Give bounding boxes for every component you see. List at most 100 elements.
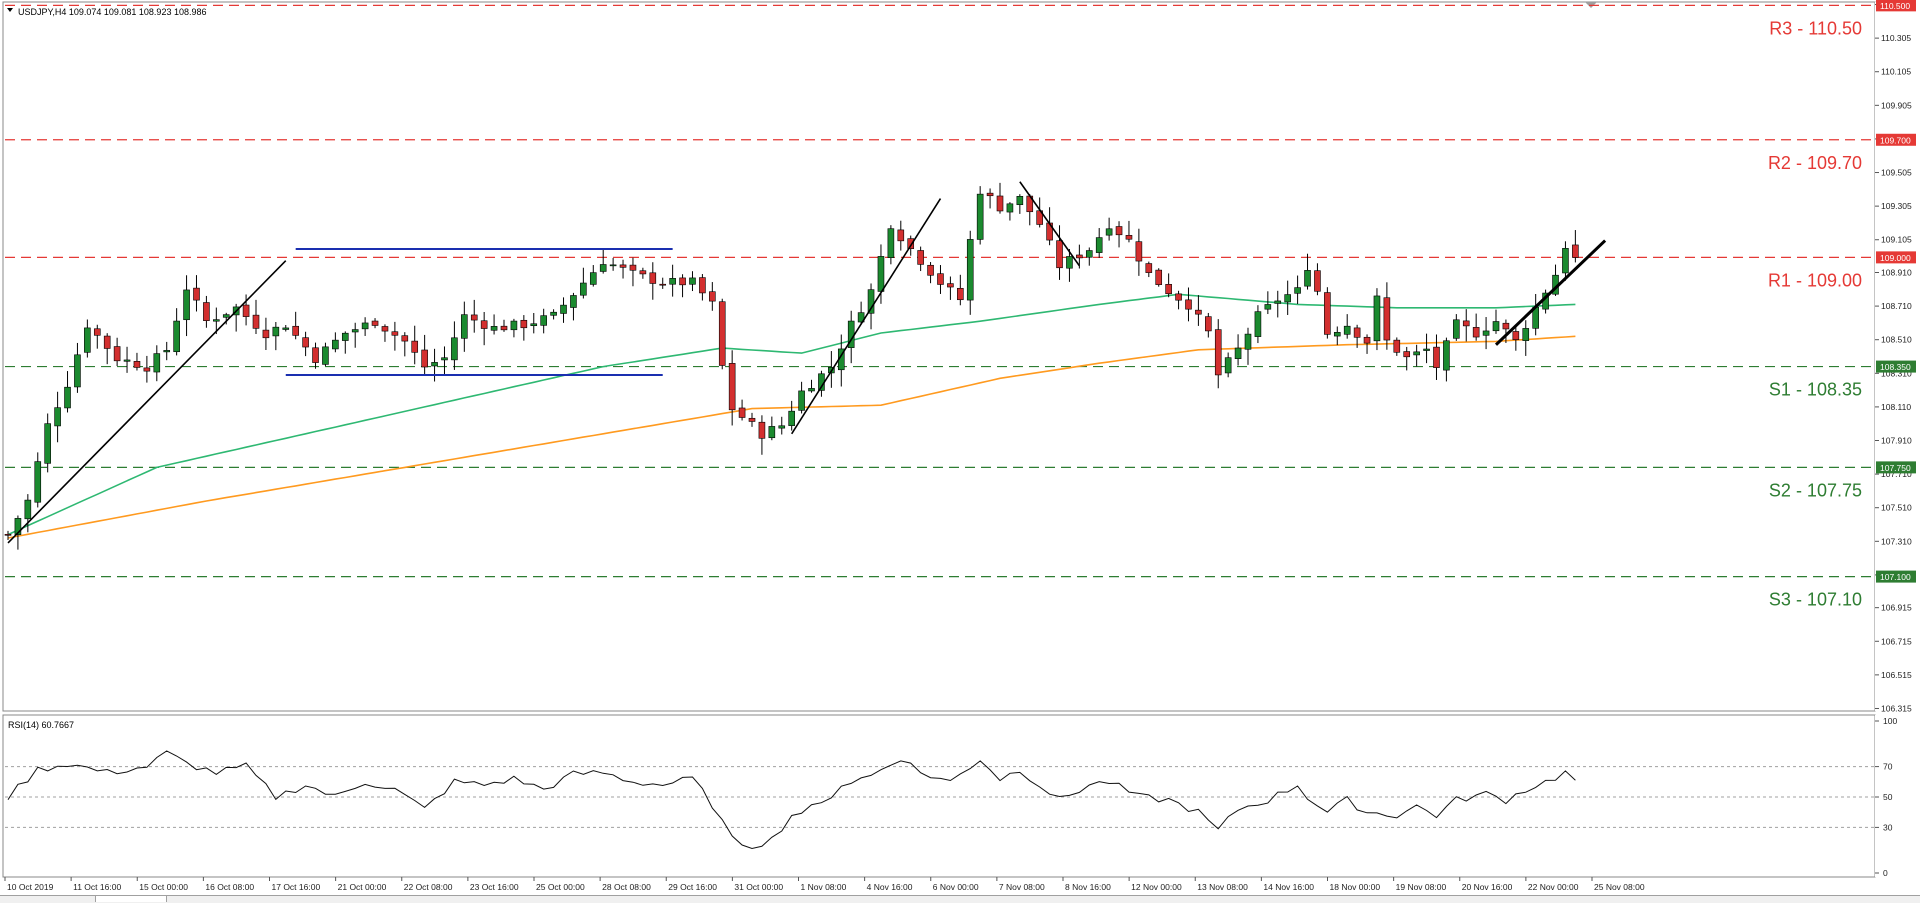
candle-bear xyxy=(1125,235,1133,240)
candle-bear xyxy=(718,301,726,366)
level-label-r2: R2 - 109.70 xyxy=(1768,153,1862,173)
candle-bear xyxy=(937,273,944,285)
candle-bear xyxy=(659,283,667,286)
candle-bear xyxy=(1205,316,1212,332)
price-tag xyxy=(1876,0,1916,12)
candle-bull xyxy=(768,426,776,439)
candle-bull xyxy=(857,312,865,323)
candle-bull xyxy=(183,289,190,321)
candle-bull xyxy=(1343,325,1351,335)
price-tick-label: 108.310 xyxy=(1881,368,1912,378)
price-tick-label: 109.905 xyxy=(1881,100,1912,110)
candle-bear xyxy=(758,421,766,439)
candle-bear xyxy=(649,272,657,284)
time-tick-label: 31 Oct 00:00 xyxy=(734,882,783,892)
candle-bull xyxy=(361,322,369,330)
candle-bear xyxy=(1363,336,1371,344)
candle-bear xyxy=(1145,263,1153,273)
candle-bull xyxy=(540,315,547,326)
candle-bull xyxy=(788,410,795,426)
price-axis xyxy=(1875,2,1919,711)
candle-bear xyxy=(986,192,994,197)
chart-header: USDJPY,H4 109.074 109.081 108.923 108.98… xyxy=(7,7,207,17)
candle-bull xyxy=(1373,295,1381,342)
candle-bull xyxy=(123,359,131,362)
candle-bear xyxy=(1165,284,1172,295)
candle-bear xyxy=(381,326,389,332)
candle-bull xyxy=(1274,300,1282,304)
time-tick-label: 28 Oct 08:00 xyxy=(602,882,651,892)
candle-bull xyxy=(1066,256,1073,269)
trendline xyxy=(1494,239,1607,346)
time-tick-label: 25 Oct 00:00 xyxy=(536,882,585,892)
rsi-indicator: 100 70 50 30 0 xyxy=(5,716,1897,878)
candle-bull xyxy=(1413,351,1420,356)
candle-bear xyxy=(4,533,12,536)
candle-bull xyxy=(877,256,885,292)
candle-bull xyxy=(322,346,329,365)
rsi-axis xyxy=(1875,715,1919,877)
time-tick-label: 10 Oct 2019 xyxy=(7,882,54,892)
level-label-s2: S2 - 107.75 xyxy=(1769,480,1862,500)
header-dropdown-icon[interactable] xyxy=(7,8,13,12)
candle-bull xyxy=(44,423,51,464)
price-tick-label: 109.305 xyxy=(1881,201,1912,211)
rsi-title: RSI(14) 60.7667 xyxy=(8,720,74,730)
rsi-tick-label: 50 xyxy=(1883,792,1893,802)
candle-bear xyxy=(133,361,141,368)
candle-bull xyxy=(222,314,230,318)
candle-bull xyxy=(1482,330,1490,336)
candle-bull xyxy=(778,425,786,429)
candle-bull xyxy=(976,193,984,240)
chart-tab[interactable] xyxy=(95,896,167,902)
time-tick-label: 22 Nov 00:00 xyxy=(1528,882,1579,892)
price-tag-label: 107.750 xyxy=(1880,463,1911,473)
price-tick-label: 106.715 xyxy=(1881,636,1912,646)
candle-bear xyxy=(1155,269,1163,285)
candle-bear xyxy=(480,320,488,329)
chart-tab-strip xyxy=(0,895,1920,903)
candle-bull xyxy=(1224,357,1232,374)
candle-bull xyxy=(1244,333,1252,350)
candle-bear xyxy=(1115,226,1123,236)
candle-bull xyxy=(1304,270,1311,287)
candle-bear xyxy=(252,314,260,329)
candle-bear xyxy=(262,329,270,339)
candle-bear xyxy=(302,337,309,348)
candle-bear xyxy=(947,283,954,288)
candle-bear xyxy=(897,229,905,242)
candle-bull xyxy=(163,350,171,353)
candle-bull xyxy=(808,388,815,392)
moving-average-line-1 xyxy=(7,293,1576,536)
time-tick-label: 17 Oct 16:00 xyxy=(272,882,321,892)
candle-bull xyxy=(1254,311,1262,337)
price-tag xyxy=(1876,570,1916,583)
candle-bull xyxy=(530,323,538,327)
time-tick-label: 22 Oct 08:00 xyxy=(404,882,453,892)
candle-bull xyxy=(589,272,597,285)
candle-bull xyxy=(84,327,91,353)
candle-bear xyxy=(93,328,101,336)
candle-bull xyxy=(1492,321,1500,332)
candle-bear xyxy=(957,287,964,301)
candle-bull xyxy=(341,332,349,341)
candle-bear xyxy=(470,314,478,321)
candle-bull xyxy=(560,304,567,314)
price-tick-label: 108.510 xyxy=(1881,335,1912,345)
rsi-tick-label: 100 xyxy=(1883,716,1897,726)
candle-bull xyxy=(54,407,61,427)
candle-bull xyxy=(282,327,290,330)
candlesticks xyxy=(4,182,1579,550)
candle-bear xyxy=(143,367,151,372)
candle-bear xyxy=(103,335,111,349)
price-tick-label: 107.910 xyxy=(1881,436,1912,446)
price-tag xyxy=(1876,360,1916,373)
candle-bear xyxy=(1135,241,1143,262)
price-axis-ticks: 110.505110.305110.105109.905109.705109.5… xyxy=(1875,0,1912,713)
candle-bull xyxy=(510,320,518,331)
price-tick-label: 106.515 xyxy=(1881,670,1912,680)
time-tick-label: 6 Nov 00:00 xyxy=(933,882,979,892)
candle-bull xyxy=(867,289,875,314)
candle-bull xyxy=(1423,348,1430,351)
